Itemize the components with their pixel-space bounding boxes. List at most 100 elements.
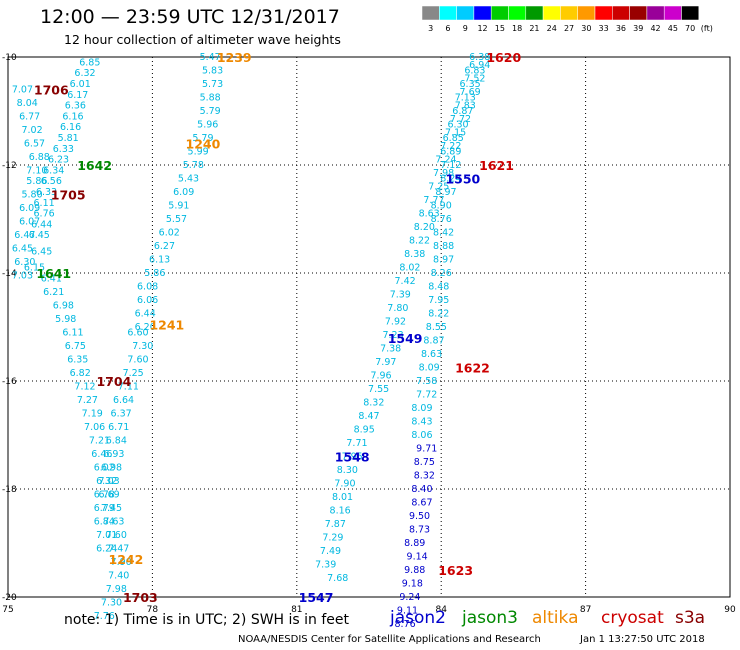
color-scale-swatch [421, 5, 440, 21]
wave-height-value: 6.24 [96, 543, 117, 554]
wave-height-value: 7.25 [123, 368, 144, 379]
y-tick-label: -14 [2, 269, 17, 279]
color-scale-swatch [612, 5, 630, 21]
color-scale-swatch [577, 5, 596, 21]
wave-height-value: 6.02 [159, 228, 180, 239]
wave-height-value: 7.71 [346, 438, 367, 449]
wave-height-value: 6.87 [452, 106, 473, 117]
pass-time-label: 1620 [486, 50, 521, 65]
wave-height-value: 7.42 [395, 276, 416, 287]
wave-height-value: 8.06 [411, 430, 432, 441]
wave-height-value: 8.43 [411, 417, 432, 428]
wave-height-value: 6.98 [53, 300, 74, 311]
wave-height-value: 6.77 [19, 111, 40, 122]
wave-height-value: 6.44 [135, 309, 156, 320]
color-scale-label: 18 [512, 24, 522, 33]
wave-height-value: 7.01 [96, 530, 117, 541]
wave-height-value: 5.79 [200, 106, 221, 117]
wave-height-value: 7.90 [334, 479, 355, 490]
wave-height-value: 6.83 [464, 66, 485, 77]
wave-height-value: 6.84 [94, 516, 115, 527]
wave-height-value: 7.03 [12, 271, 33, 282]
color-scale-label: 70 [685, 24, 695, 33]
wave-height-value: 7.24 [435, 155, 456, 166]
wave-height-value: 7.13 [455, 93, 476, 104]
wave-height-value: 7.02 [21, 125, 42, 136]
wave-height-value: 5.99 [188, 147, 209, 158]
wave-height-value: 6.32 [74, 68, 95, 79]
wave-height-value: 6.47 [14, 230, 35, 241]
y-tick-label: -18 [2, 485, 17, 495]
mission-legend-item: cryosat [601, 608, 664, 628]
wave-height-value: 7.69 [460, 87, 481, 98]
wave-height-value: 6.94 [469, 60, 490, 71]
wave-height-value: 7.72 [416, 390, 437, 401]
wave-height-value: 6.93 [103, 449, 124, 460]
wave-height-value: 6.16 [60, 122, 81, 133]
wave-height-value: 6.20 [135, 322, 156, 333]
wave-height-value: 6.76 [34, 209, 55, 220]
wave-height-value: 8.32 [414, 471, 435, 482]
wave-height-value: 6.98 [101, 462, 122, 473]
wave-height-value: 7.72 [450, 114, 471, 125]
wave-height-value: 8.75 [414, 457, 435, 468]
wave-height-value: 9.18 [402, 579, 423, 590]
pass-time-labels: 1706 1642 1705 1641 1704 1242 1703 1239 1240 1241… [34, 50, 522, 605]
wave-height-value: 6.36 [65, 101, 86, 112]
color-scale-label: 12 [477, 24, 487, 33]
wave-height-value: 6.57 [24, 138, 45, 149]
credit-line: NOAA/NESDIS Center for Satellite Applica… [238, 634, 541, 645]
units-note: note: 1) Time is in UTC; 2) SWH is in fe… [64, 612, 350, 628]
wave-height-value: 7.60 [106, 530, 127, 541]
chart-title: 12:00 — 23:59 UTC 12/31/2017 [40, 6, 340, 28]
wave-height-value: 7.55 [368, 384, 389, 395]
wave-height-value: 8.97 [433, 255, 454, 266]
pass-time-label: 1623 [438, 563, 473, 578]
x-tick-label: 87 [580, 605, 591, 615]
pass-time-label: 1241 [149, 317, 184, 332]
wave-height-value: 7.12 [440, 160, 461, 171]
wave-height-value: 7.40 [108, 570, 129, 581]
chart-subtitle: 12 hour collection of altimeter wave hei… [64, 32, 341, 47]
wave-height-value: 6.60 [127, 327, 148, 338]
wave-height-value: 7.95 [428, 295, 449, 306]
pass-time-label: 1703 [123, 590, 158, 605]
wave-height-value: 9.14 [407, 552, 428, 563]
wave-height-value: 8.76 [431, 214, 452, 225]
color-scale-label: 9 [463, 24, 468, 33]
mission-legend-item: s3a [675, 608, 706, 628]
wave-height-value: 8.89 [404, 538, 425, 549]
y-tick-label: -10 [2, 53, 17, 63]
wave-height-value: 7.83 [455, 101, 476, 112]
mission-legend-item: jason3 [462, 608, 518, 628]
plot-axes: 75 78 81 84 87 90 -10 -12 -14 -16 -18 -20 [2, 53, 736, 615]
x-tick-label: 90 [724, 605, 736, 615]
wave-height-value: 7.77 [423, 195, 444, 206]
pass-time-label: 1621 [479, 158, 514, 173]
wave-height-value: 8.90 [431, 201, 452, 212]
wave-height-value: 5.96 [197, 120, 218, 131]
color-scale-legend: 3 6 9 12 15 18 21 24 27 30 33 36 39 42 45 70 (ft) [421, 5, 713, 33]
pass-time-label: 1706 [34, 82, 69, 97]
color-scale-swatch [681, 5, 700, 21]
pass-time-label: 1242 [109, 552, 144, 567]
pass-time-label: 1550 [445, 172, 480, 187]
color-scale-swatch [542, 5, 561, 21]
wave-height-value: 7.45 [101, 503, 122, 514]
color-scale-label: 15 [495, 24, 505, 33]
wave-height-value: 6.09 [173, 187, 194, 198]
pass-time-label: 1549 [388, 331, 423, 346]
wave-height-value: 6.33 [53, 144, 74, 155]
wave-height-value: 6.41 [41, 273, 62, 284]
wave-height-value: 6.23 [48, 155, 69, 166]
wave-height-value: 6.17 [67, 90, 88, 101]
pass-time-label: 1704 [96, 374, 131, 389]
mission-legend-item: jason2 [390, 608, 446, 628]
wave-height-value: 6.30 [447, 120, 468, 131]
color-scale-label: 39 [633, 24, 643, 33]
wave-height-value: 8.63 [419, 209, 440, 220]
wave-height-value: 8.22 [409, 236, 430, 247]
wave-height-value: 8.55 [426, 322, 447, 333]
wave-height-value: 6.75 [65, 341, 86, 352]
wave-height-value: 6.34 [43, 165, 64, 176]
